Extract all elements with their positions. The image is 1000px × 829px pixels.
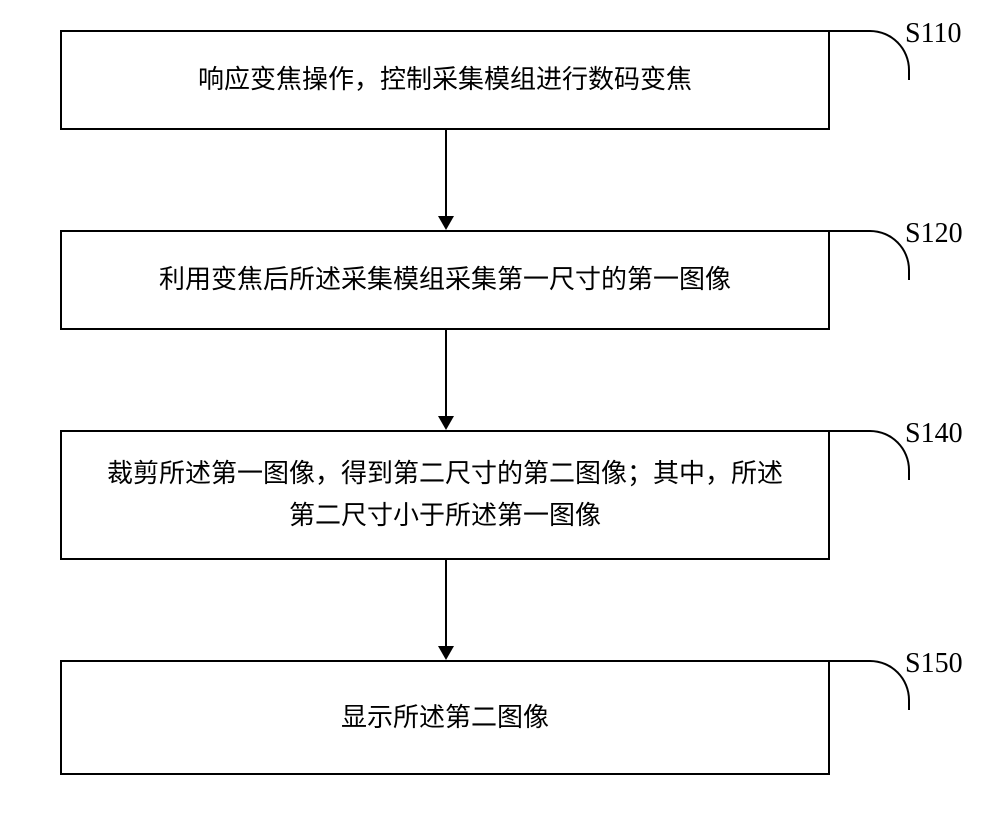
flow-step-s110: 响应变焦操作，控制采集模组进行数码变焦 [60,30,830,130]
arrow-head [438,646,454,660]
connector-line [445,330,447,416]
label-connector-curve [830,230,910,280]
label-connector-curve [830,430,910,480]
step-label-s150: S150 [905,648,963,680]
step-label-s120: S120 [905,218,963,250]
flow-step-text: 利用变焦后所述采集模组采集第一尺寸的第一图像 [159,259,731,301]
step-label-s140: S140 [905,418,963,450]
arrow-head [438,216,454,230]
flow-step-s150: 显示所述第二图像 [60,660,830,775]
label-connector-curve [830,660,910,710]
label-connector-curve [830,30,910,80]
flow-step-s140: 裁剪所述第一图像，得到第二尺寸的第二图像；其中，所述第二尺寸小于所述第一图像 [60,430,830,560]
connector-line [445,130,447,216]
arrow-head [438,416,454,430]
connector-line [445,560,447,646]
step-label-s110: S110 [905,18,962,50]
flowchart-container: 响应变焦操作，控制采集模组进行数码变焦 S110 利用变焦后所述采集模组采集第一… [0,0,1000,829]
flow-step-text: 显示所述第二图像 [341,697,549,739]
flow-step-text: 响应变焦操作，控制采集模组进行数码变焦 [198,59,692,101]
flow-step-s120: 利用变焦后所述采集模组采集第一尺寸的第一图像 [60,230,830,330]
flow-step-text: 裁剪所述第一图像，得到第二尺寸的第二图像；其中，所述第二尺寸小于所述第一图像 [102,453,788,536]
